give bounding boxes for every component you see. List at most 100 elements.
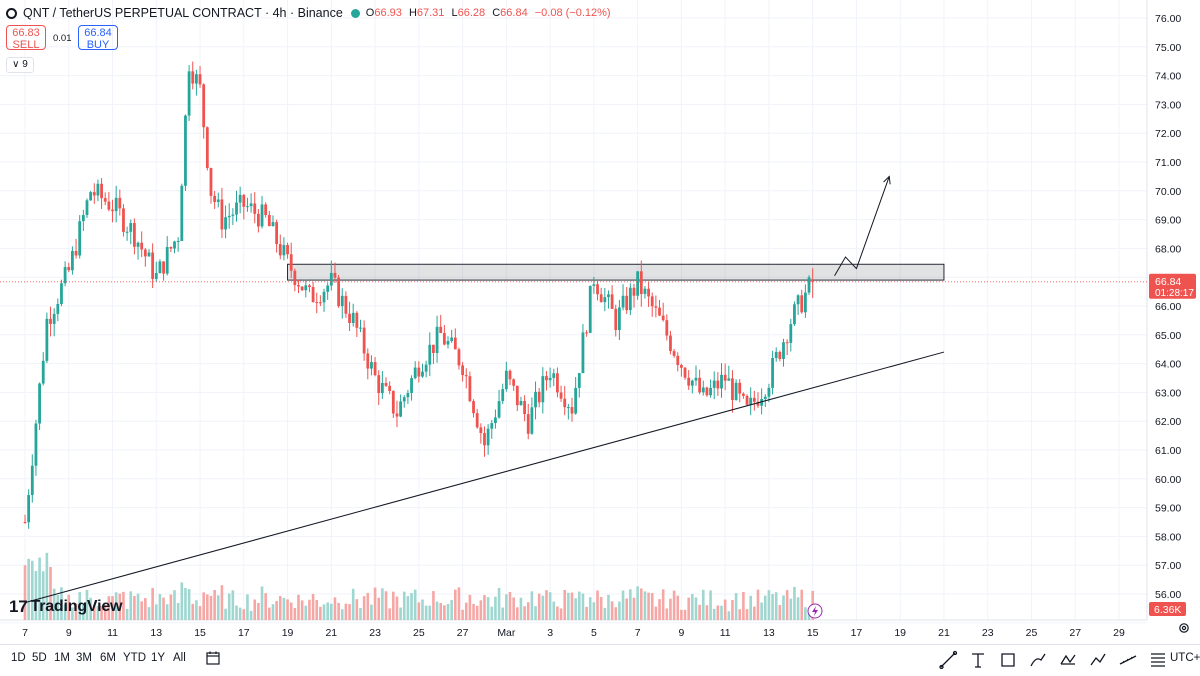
volume-bar	[457, 587, 461, 620]
rectangle-tool-icon[interactable]	[998, 650, 1018, 670]
sell-button[interactable]: 66.83 SELL	[6, 25, 46, 51]
timeframe-5d[interactable]: 5D	[32, 652, 47, 664]
candle-body	[92, 192, 96, 196]
timeframe-all[interactable]: All	[173, 652, 186, 664]
volume-bar	[490, 606, 494, 620]
tradingview-logo[interactable]: 17 TradingView	[9, 597, 122, 617]
change-value: −0.08 (−0.12%)	[534, 7, 611, 19]
volume-bar	[541, 595, 545, 620]
volume-bar	[658, 599, 661, 620]
price-tick-label: 62.00	[1155, 416, 1181, 428]
volume-bar	[534, 606, 537, 620]
timezone-label[interactable]: UTC+6	[1170, 652, 1200, 664]
indicators-toggle[interactable]: ∨ 9	[6, 57, 34, 73]
brush-icon[interactable]	[1028, 650, 1048, 670]
candle-body	[807, 277, 811, 293]
buy-button[interactable]: 66.84 BUY	[78, 25, 118, 51]
trend-line-icon[interactable]	[938, 650, 958, 670]
price-tick-label: 57.00	[1155, 560, 1181, 572]
volume-bar	[300, 600, 304, 620]
volume-bar	[162, 597, 165, 620]
candle-body	[749, 397, 753, 405]
candle-body	[23, 522, 27, 523]
volume-bar	[472, 603, 475, 620]
fib-tool-icon-glyph	[1151, 653, 1165, 667]
timeframe-1y[interactable]: 1Y	[151, 652, 166, 664]
time-tick-label: 21	[938, 627, 950, 639]
volume-bar	[268, 607, 271, 620]
candle-body	[377, 375, 381, 394]
date-range-icon[interactable]	[205, 650, 221, 666]
ruler-tool-icon[interactable]	[1118, 650, 1138, 670]
volume-bar	[778, 604, 782, 620]
volume-bar	[734, 593, 738, 620]
candle-body	[249, 203, 253, 207]
candle-body	[151, 252, 155, 279]
candle-body	[198, 74, 202, 85]
fib-tool-icon[interactable]	[1148, 650, 1168, 670]
settings-icon[interactable]	[1178, 622, 1190, 634]
timeframe-6m[interactable]: 6M	[100, 652, 116, 664]
price-tick-label: 65.00	[1155, 330, 1181, 342]
candle-body	[596, 284, 599, 295]
volume-bar	[782, 595, 785, 620]
time-tick-label: 19	[282, 627, 294, 639]
volume-bar	[647, 592, 650, 620]
candle-body	[52, 313, 56, 324]
volume-bar	[443, 605, 446, 620]
brush-icon-glyph	[1030, 653, 1046, 667]
volume-bar	[304, 605, 308, 620]
candle-body	[96, 183, 100, 196]
candle-body	[260, 204, 264, 227]
volume-bar	[701, 589, 705, 620]
candle-body	[227, 215, 231, 218]
volume-bar	[574, 598, 577, 620]
volume-bar	[297, 594, 300, 620]
candle-body	[253, 203, 257, 214]
volume-bar	[282, 597, 286, 620]
path-tool-icon[interactable]	[1088, 650, 1108, 670]
candle-body	[570, 407, 574, 414]
price-tick-label: 56.00	[1155, 589, 1181, 601]
volume-bar	[96, 606, 100, 620]
volume-bar	[596, 590, 599, 620]
candle-body	[370, 362, 373, 369]
candle-body	[782, 342, 785, 359]
candle-body	[308, 285, 311, 287]
candle-body	[238, 194, 242, 203]
candle-body	[490, 423, 494, 429]
price-tick-label: 74.00	[1155, 71, 1181, 83]
volume-bar	[435, 601, 439, 620]
volume-bar	[570, 592, 574, 620]
candle-body	[428, 344, 432, 365]
candle-body	[464, 375, 468, 377]
candle-body	[27, 495, 31, 523]
volume-bar	[355, 599, 359, 620]
volume-bar	[621, 590, 625, 620]
candle-body	[599, 294, 603, 303]
volume-bar	[30, 560, 34, 620]
candle-body	[618, 307, 621, 330]
volume-bar	[526, 602, 530, 620]
text-tool-icon[interactable]	[968, 650, 988, 670]
pattern-tool-icon[interactable]	[1058, 650, 1078, 670]
time-tick-label: 21	[325, 627, 337, 639]
volume-bars	[23, 552, 814, 620]
candle-body	[585, 332, 588, 334]
volume-bar	[125, 609, 129, 620]
volume-bar	[446, 603, 450, 620]
timeframe-ytd[interactable]: YTD	[123, 652, 146, 664]
symbol-title[interactable]: QNT / TetherUS PERPETUAL CONTRACT · 4h ·…	[23, 6, 343, 20]
candle-body	[38, 383, 41, 424]
drawings	[0, 175, 1147, 604]
timeframe-1d[interactable]: 1D	[11, 652, 26, 664]
candle-body	[154, 273, 158, 279]
volume-bar	[158, 594, 162, 620]
timeframe-3m[interactable]: 3M	[76, 652, 92, 664]
timeframe-1m[interactable]: 1M	[54, 652, 70, 664]
volume-bar	[340, 609, 344, 620]
volume-bar	[293, 607, 297, 620]
candle-body	[129, 223, 133, 232]
volume-bar	[548, 592, 552, 620]
